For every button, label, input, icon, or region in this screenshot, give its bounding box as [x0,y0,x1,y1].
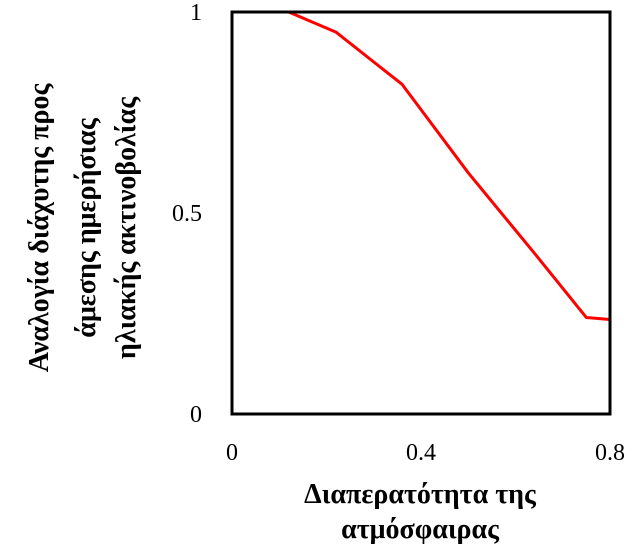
x-axis-title-line-2: ατμόσφαιρας [341,514,500,545]
x-tick-label: 0.4 [406,440,436,466]
y-tick-label: 0 [190,402,202,428]
plot-frame [230,10,612,416]
x-axis-title-line-1: Διαπερατότητα της [304,479,537,510]
y-axis-title-line-3: ηλιακής ακτινοβολίας [111,96,142,359]
y-axis-title-line-1: Αναλογία διάχυτης προς [24,83,55,373]
x-tick-label: 0 [226,440,238,466]
y-tick-label: 0.5 [172,201,202,227]
x-tick-label: 0.8 [595,440,625,466]
y-tick-label: 1 [190,0,202,26]
series-line-0 [232,10,611,322]
y-axis-title-line-2: άμεσης ημερήσιας [71,117,102,338]
